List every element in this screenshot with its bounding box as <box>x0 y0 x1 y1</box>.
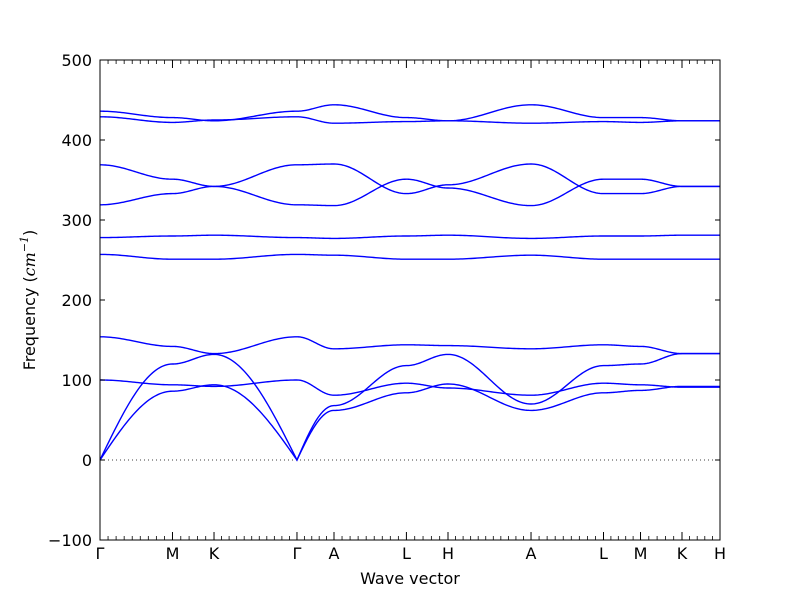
band-line-8 <box>99 164 720 207</box>
minor-ticks <box>107 60 713 540</box>
band-line-3 <box>99 379 720 396</box>
x-tick-label: M <box>166 544 180 563</box>
x-tick-label: Γ <box>96 544 105 563</box>
y-tick-label: 200 <box>61 291 92 310</box>
x-tick-label: A <box>526 544 537 563</box>
y-tick-label: 500 <box>61 51 92 70</box>
y-axis-label: Frequency (cm−1) <box>18 230 39 371</box>
y-tick-label: 100 <box>61 371 92 390</box>
band-lines <box>99 104 720 462</box>
y-tick-label: 0 <box>82 451 92 470</box>
plot-frame <box>99 59 721 541</box>
x-tick-label: M <box>634 544 648 563</box>
x-tick-label: L <box>402 544 411 563</box>
x-tick-label: Γ <box>293 544 302 563</box>
band-line-5 <box>99 253 720 260</box>
y-axis-ticks: −100 0 100 200 300 400 500 <box>48 51 720 550</box>
y-tick-label: −100 <box>48 531 92 550</box>
y-tick-label: 300 <box>61 211 92 230</box>
band-line-2 <box>99 352 720 462</box>
x-tick-label: H <box>714 544 726 563</box>
x-axis-label: Wave vector <box>360 569 460 588</box>
x-tick-label: H <box>442 544 454 563</box>
band-line-6 <box>100 234 720 240</box>
x-tick-label: K <box>209 544 220 563</box>
y-tick-label: 400 <box>61 131 92 150</box>
band-line-7 <box>99 163 720 206</box>
band-line-1 <box>99 383 720 462</box>
x-tick-label: L <box>599 544 608 563</box>
band-line-4 <box>99 336 720 355</box>
band-line-10 <box>99 104 720 122</box>
x-tick-label: A <box>329 544 340 563</box>
x-tick-label: K <box>677 544 688 563</box>
